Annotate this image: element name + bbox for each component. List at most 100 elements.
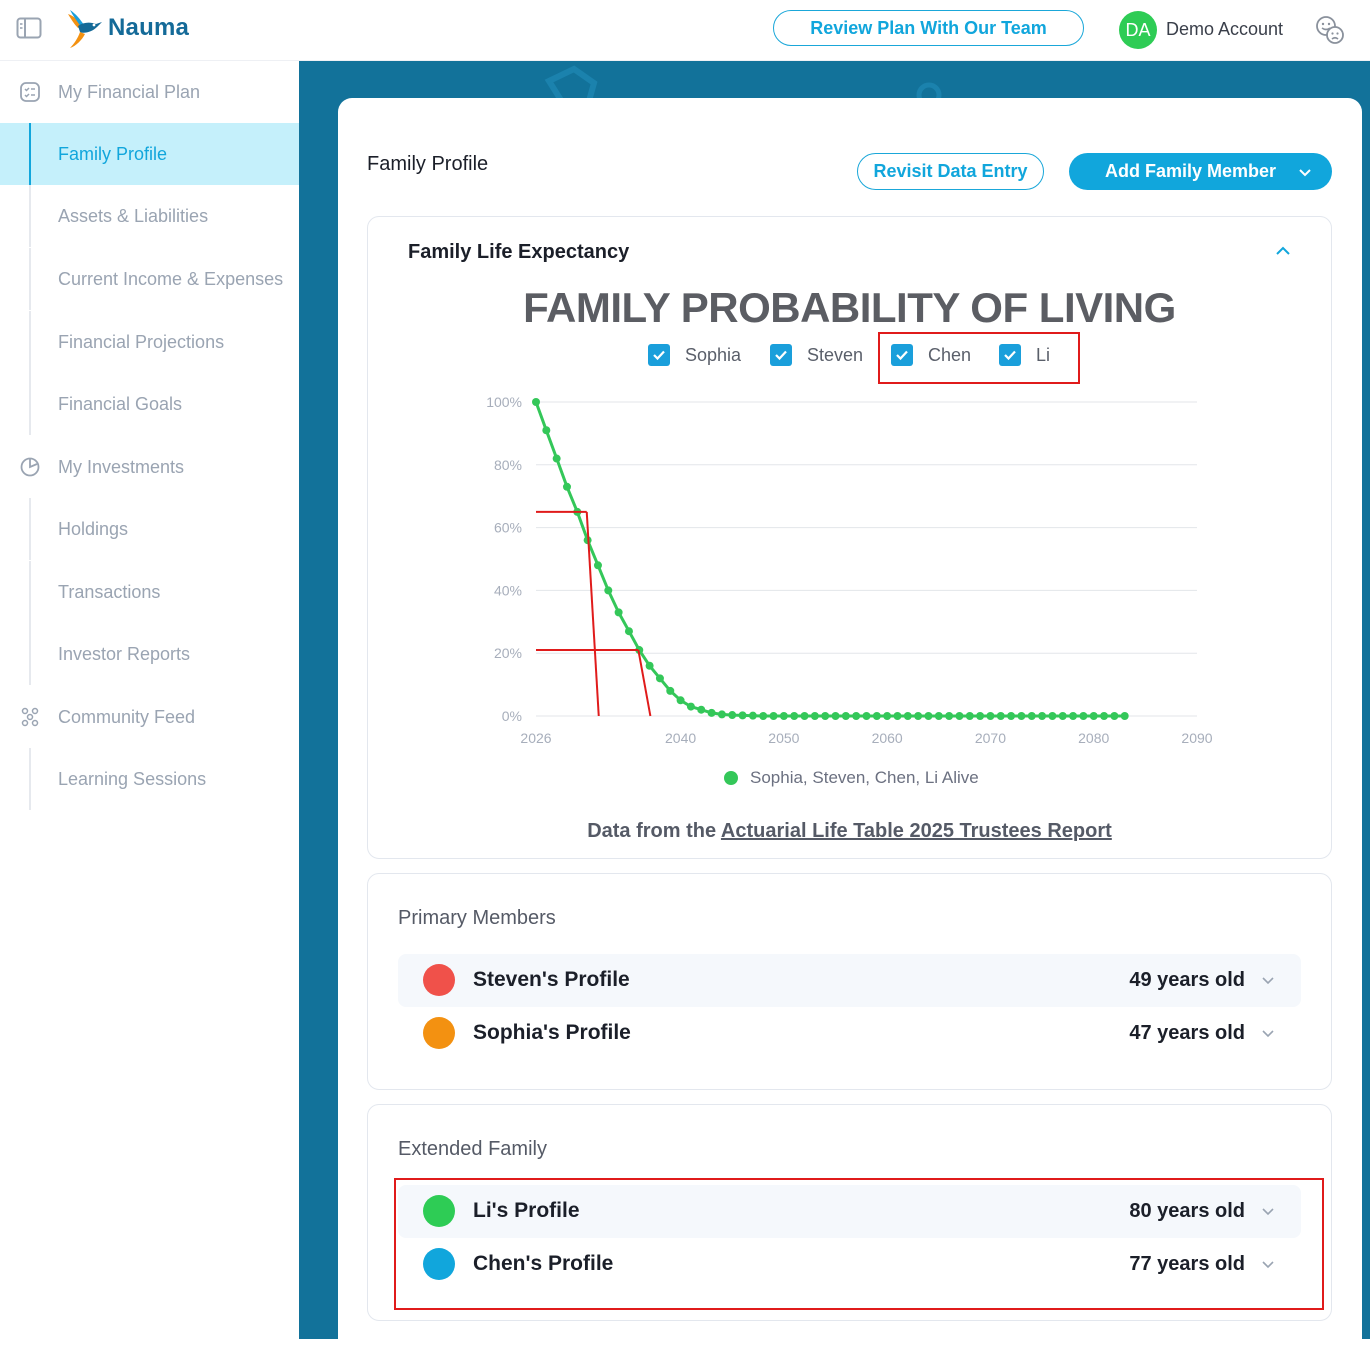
member-color-dot xyxy=(423,964,455,996)
highlight-box-legend xyxy=(878,332,1080,384)
data-point xyxy=(841,712,850,720)
data-point xyxy=(738,711,747,720)
x-tick-label: 2080 xyxy=(1078,730,1109,746)
sidebar-item-assets-liabilities[interactable]: Assets & Liabilities xyxy=(0,185,299,247)
x-tick-label: 2090 xyxy=(1181,730,1212,746)
sidebar-item-financial-goals[interactable]: Financial Goals xyxy=(0,373,299,435)
sidebar-item-financial-projections[interactable]: Financial Projections xyxy=(0,311,299,373)
data-point xyxy=(655,674,664,683)
data-point xyxy=(790,712,799,720)
chart-title: FAMILY PROBABILITY OF LIVING xyxy=(523,284,1176,331)
data-point xyxy=(1007,712,1016,720)
data-point xyxy=(852,712,861,720)
chevron-down-icon[interactable] xyxy=(1261,974,1275,986)
sidebar-item-community-feed[interactable]: Community Feed xyxy=(0,686,299,748)
revisit-data-entry-button[interactable]: Revisit Data Entry xyxy=(857,153,1044,190)
sidebar-item-label: Assets & Liabilities xyxy=(58,205,209,226)
member-row-li[interactable]: Li's Profile 80 years old xyxy=(398,1185,1301,1238)
chevron-down-icon[interactable] xyxy=(1261,1205,1275,1217)
sidebar-item-transactions[interactable]: Transactions xyxy=(0,561,299,623)
sidebar-item-label: My Investments xyxy=(58,456,185,477)
data-point xyxy=(872,712,881,720)
data-point xyxy=(800,712,809,720)
data-point xyxy=(821,712,830,720)
checkbox-checked-icon[interactable] xyxy=(891,344,913,366)
data-point xyxy=(779,712,788,720)
series-line xyxy=(534,401,1125,718)
checkbox-checked-icon[interactable] xyxy=(648,344,670,366)
data-point xyxy=(624,627,633,636)
member-row-chen[interactable]: Chen's Profile 77 years old xyxy=(398,1238,1301,1291)
review-plan-button[interactable]: Review Plan With Our Team xyxy=(773,10,1084,46)
y-tick-label: 0% xyxy=(502,708,522,724)
chevron-down-icon[interactable] xyxy=(1261,1258,1275,1270)
sidebar-item-learning-sessions[interactable]: Learning Sessions xyxy=(0,748,299,810)
extended-family-title: Extended Family xyxy=(398,1138,547,1160)
sidebar-item-investor-reports[interactable]: Investor Reports xyxy=(0,623,299,685)
data-point xyxy=(945,712,954,720)
checkbox-checked-icon[interactable] xyxy=(999,344,1021,366)
source-prefix: Data from the xyxy=(587,820,717,842)
data-point xyxy=(1048,712,1057,720)
data-point xyxy=(893,712,902,720)
member-color-dot xyxy=(423,1195,455,1227)
member-name: Sophia's Profile xyxy=(473,1021,631,1044)
data-point xyxy=(903,712,912,720)
legend-checkbox-chen[interactable]: Chen xyxy=(891,343,971,367)
legend-checkbox-steven[interactable]: Steven xyxy=(770,343,863,367)
series-legend[interactable]: Sophia, Steven, Chen, Li Alive xyxy=(724,768,979,788)
data-point xyxy=(562,482,571,491)
x-tick-label: 2040 xyxy=(665,730,696,746)
avatar[interactable]: DA xyxy=(1119,11,1157,49)
data-point xyxy=(883,712,892,720)
member-age: 49 years old xyxy=(1129,969,1245,991)
sidebar-item-label: Community Feed xyxy=(58,706,196,727)
account-name[interactable]: Demo Account xyxy=(1166,19,1284,39)
member-age: 77 years old xyxy=(1129,1253,1245,1275)
brand-name[interactable]: Nauma xyxy=(108,14,190,41)
legend-label: Li xyxy=(1036,344,1051,365)
member-age: 47 years old xyxy=(1129,1022,1245,1044)
data-point xyxy=(593,561,602,570)
legend-checkbox-sophia[interactable]: Sophia xyxy=(648,343,741,367)
sidebar-item-label: Learning Sessions xyxy=(58,768,207,789)
member-row-steven[interactable]: Steven's Profile 49 years old xyxy=(398,954,1301,1007)
sidebar-item-income-expenses[interactable]: Current Income & Expenses xyxy=(0,248,299,310)
sidebar-item-label: Investor Reports xyxy=(58,643,191,664)
data-point xyxy=(676,696,685,705)
data-point xyxy=(1017,712,1026,720)
sidebar-item-my-financial-plan[interactable]: My Financial Plan xyxy=(0,61,299,123)
data-point xyxy=(748,711,757,720)
data-point xyxy=(759,712,768,720)
data-point xyxy=(1058,712,1067,720)
data-point xyxy=(1100,712,1109,720)
chevron-up-icon[interactable] xyxy=(1274,244,1292,258)
sidebar-item-family-profile[interactable]: Family Profile xyxy=(0,123,299,185)
data-point xyxy=(717,710,726,719)
data-point xyxy=(914,712,923,720)
hummingbird-logo-icon[interactable] xyxy=(64,8,104,50)
feedback-faces-icon[interactable] xyxy=(1314,14,1346,46)
highlight-box-extended-family xyxy=(394,1178,1324,1310)
add-family-member-label: Add Family Member xyxy=(1105,161,1277,181)
member-color-dot xyxy=(423,1248,455,1280)
data-point xyxy=(924,712,933,720)
data-point xyxy=(1069,712,1078,720)
member-name: Li's Profile xyxy=(473,1199,580,1222)
y-tick-label: 20% xyxy=(494,645,522,661)
chevron-down-icon[interactable] xyxy=(1261,1027,1275,1039)
checklist-icon xyxy=(19,81,41,103)
member-row-sophia[interactable]: Sophia's Profile 47 years old xyxy=(398,1007,1301,1060)
data-point xyxy=(697,705,706,714)
community-icon xyxy=(19,706,41,728)
sidebar-toggle-icon[interactable] xyxy=(16,16,42,40)
source-link[interactable]: Actuarial Life Table 2025 Trustees Repor… xyxy=(720,820,1112,842)
data-point xyxy=(1089,712,1098,720)
legend-checkbox-li[interactable]: Li xyxy=(999,343,1050,367)
data-point xyxy=(934,712,943,720)
sidebar-item-my-investments[interactable]: My Investments xyxy=(0,436,299,498)
add-family-member-button[interactable]: Add Family Member xyxy=(1069,153,1332,190)
sidebar-item-holdings[interactable]: Holdings xyxy=(0,498,299,560)
checkbox-checked-icon[interactable] xyxy=(770,344,792,366)
data-point xyxy=(769,712,778,720)
